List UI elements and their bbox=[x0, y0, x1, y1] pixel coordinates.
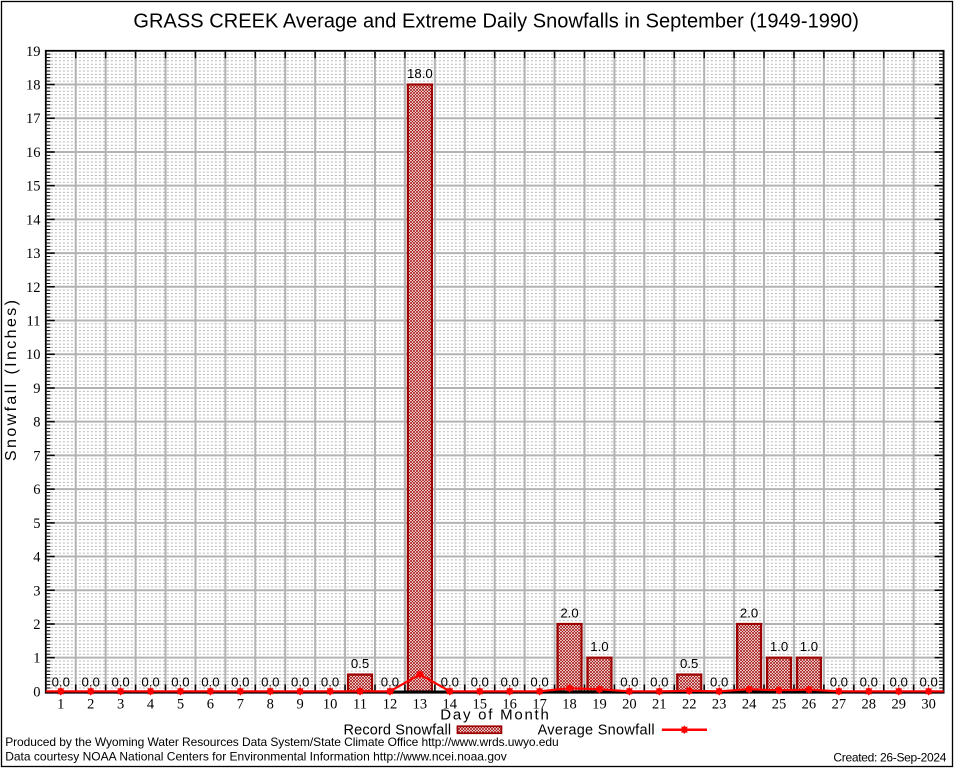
svg-text:0.0: 0.0 bbox=[291, 674, 309, 689]
svg-text:18: 18 bbox=[562, 696, 577, 712]
svg-text:12: 12 bbox=[26, 280, 41, 296]
svg-text:16: 16 bbox=[502, 696, 517, 712]
svg-text:15: 15 bbox=[26, 179, 41, 195]
svg-text:14: 14 bbox=[26, 212, 41, 228]
svg-text:12: 12 bbox=[383, 696, 398, 712]
svg-text:20: 20 bbox=[622, 696, 637, 712]
svg-text:2: 2 bbox=[33, 617, 40, 633]
svg-text:0.0: 0.0 bbox=[441, 674, 459, 689]
svg-text:28: 28 bbox=[862, 696, 877, 712]
svg-text:1.0: 1.0 bbox=[800, 639, 818, 654]
svg-text:8: 8 bbox=[267, 696, 274, 712]
svg-text:15: 15 bbox=[472, 696, 487, 712]
svg-text:0.0: 0.0 bbox=[830, 674, 848, 689]
svg-text:11: 11 bbox=[27, 314, 41, 330]
svg-text:1: 1 bbox=[57, 696, 64, 712]
svg-text:26: 26 bbox=[802, 696, 817, 712]
svg-text:GRASS CREEK Average and Extrem: GRASS CREEK Average and Extreme Daily Sn… bbox=[133, 10, 859, 32]
svg-text:4: 4 bbox=[147, 696, 155, 712]
svg-text:0.0: 0.0 bbox=[890, 674, 908, 689]
svg-text:1: 1 bbox=[33, 651, 40, 667]
svg-text:10: 10 bbox=[323, 696, 338, 712]
svg-text:11: 11 bbox=[353, 696, 367, 712]
svg-text:18.0: 18.0 bbox=[407, 66, 433, 81]
svg-text:17: 17 bbox=[532, 696, 547, 712]
svg-text:5: 5 bbox=[177, 696, 184, 712]
svg-text:29: 29 bbox=[891, 696, 906, 712]
svg-text:13: 13 bbox=[26, 246, 41, 262]
svg-text:9: 9 bbox=[297, 696, 304, 712]
svg-text:Day of Month: Day of Month bbox=[440, 707, 549, 724]
svg-text:5: 5 bbox=[33, 516, 40, 532]
svg-text:0.0: 0.0 bbox=[471, 674, 489, 689]
svg-text:2: 2 bbox=[87, 696, 94, 712]
svg-text:30: 30 bbox=[921, 696, 936, 712]
svg-text:2.0: 2.0 bbox=[740, 605, 758, 620]
svg-text:17: 17 bbox=[26, 111, 41, 127]
svg-text:18: 18 bbox=[26, 78, 41, 94]
svg-text:23: 23 bbox=[712, 696, 727, 712]
svg-text:0.5: 0.5 bbox=[351, 656, 369, 671]
svg-text:22: 22 bbox=[682, 696, 697, 712]
svg-text:0.0: 0.0 bbox=[201, 674, 219, 689]
svg-text:0.0: 0.0 bbox=[52, 674, 70, 689]
svg-text:6: 6 bbox=[207, 696, 214, 712]
svg-text:8: 8 bbox=[33, 415, 40, 431]
svg-text:14: 14 bbox=[443, 696, 458, 712]
svg-text:1.0: 1.0 bbox=[770, 639, 788, 654]
svg-text:0.0: 0.0 bbox=[710, 674, 728, 689]
svg-text:4: 4 bbox=[33, 550, 41, 566]
svg-text:0.0: 0.0 bbox=[381, 674, 399, 689]
svg-text:0.0: 0.0 bbox=[321, 674, 339, 689]
svg-text:0.0: 0.0 bbox=[860, 674, 878, 689]
svg-text:27: 27 bbox=[832, 696, 847, 712]
svg-text:0.0: 0.0 bbox=[500, 674, 518, 689]
svg-text:Record Snowfall: Record Snowfall bbox=[344, 722, 452, 738]
svg-text:7: 7 bbox=[33, 448, 40, 464]
svg-text:0.0: 0.0 bbox=[620, 674, 638, 689]
svg-text:10: 10 bbox=[26, 347, 41, 363]
svg-text:0.0: 0.0 bbox=[919, 674, 937, 689]
svg-text:0.0: 0.0 bbox=[261, 674, 279, 689]
svg-text:9: 9 bbox=[33, 381, 40, 397]
svg-text:0.0: 0.0 bbox=[530, 674, 548, 689]
svg-text:25: 25 bbox=[772, 696, 787, 712]
svg-text:16: 16 bbox=[26, 145, 41, 161]
svg-text:0.5: 0.5 bbox=[680, 656, 698, 671]
svg-text:0.0: 0.0 bbox=[141, 674, 159, 689]
svg-text:Created: 26-Sep-2024: Created: 26-Sep-2024 bbox=[833, 750, 946, 764]
svg-text:3: 3 bbox=[33, 583, 40, 599]
svg-text:21: 21 bbox=[652, 696, 667, 712]
svg-text:7: 7 bbox=[237, 696, 244, 712]
svg-text:0.0: 0.0 bbox=[650, 674, 668, 689]
svg-text:24: 24 bbox=[742, 696, 757, 712]
svg-text:Produced by the Wyoming Water: Produced by the Wyoming Water Resources … bbox=[5, 735, 559, 749]
svg-text:0: 0 bbox=[33, 684, 40, 700]
svg-text:19: 19 bbox=[592, 696, 607, 712]
svg-text:0.0: 0.0 bbox=[231, 674, 249, 689]
svg-text:Data courtesy NOAA National Ce: Data courtesy NOAA National Centers for … bbox=[5, 749, 507, 763]
svg-text:0.0: 0.0 bbox=[171, 674, 189, 689]
svg-text:Average Snowfall: Average Snowfall bbox=[538, 722, 655, 738]
svg-text:Snowfall (Inches): Snowfall (Inches) bbox=[3, 300, 20, 461]
svg-text:19: 19 bbox=[26, 44, 41, 60]
svg-text:13: 13 bbox=[413, 696, 428, 712]
svg-text:2.0: 2.0 bbox=[560, 605, 578, 620]
svg-text:0.0: 0.0 bbox=[82, 674, 100, 689]
svg-text:6: 6 bbox=[33, 482, 40, 498]
svg-text:0.0: 0.0 bbox=[111, 674, 129, 689]
svg-text:1.0: 1.0 bbox=[590, 639, 608, 654]
svg-text:3: 3 bbox=[117, 696, 124, 712]
